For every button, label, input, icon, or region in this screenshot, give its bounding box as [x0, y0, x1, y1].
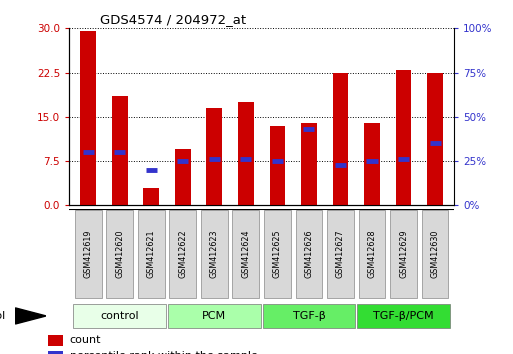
Text: PCM: PCM: [202, 311, 226, 321]
FancyBboxPatch shape: [169, 210, 196, 298]
Bar: [175, 149, 191, 205]
FancyBboxPatch shape: [75, 210, 102, 298]
Bar: [143, 188, 159, 205]
Text: GSM412619: GSM412619: [84, 230, 93, 278]
FancyBboxPatch shape: [106, 210, 133, 298]
FancyBboxPatch shape: [264, 210, 291, 298]
Bar: [112, 96, 128, 205]
FancyBboxPatch shape: [201, 210, 228, 298]
FancyBboxPatch shape: [73, 304, 166, 328]
Bar: [206, 108, 222, 205]
Polygon shape: [15, 308, 46, 324]
Text: TGF-β: TGF-β: [292, 311, 325, 321]
Text: GSM412622: GSM412622: [179, 230, 187, 278]
Bar: [427, 73, 443, 205]
Bar: [48, 351, 63, 354]
FancyBboxPatch shape: [295, 210, 322, 298]
Bar: [301, 123, 317, 205]
FancyBboxPatch shape: [263, 304, 356, 328]
Bar: [396, 70, 411, 205]
FancyBboxPatch shape: [359, 210, 385, 298]
FancyBboxPatch shape: [138, 210, 165, 298]
Text: GSM412628: GSM412628: [367, 230, 377, 278]
Text: GSM412626: GSM412626: [304, 230, 313, 278]
Text: percentile rank within the sample: percentile rank within the sample: [70, 351, 258, 354]
Text: protocol: protocol: [0, 311, 5, 321]
FancyBboxPatch shape: [232, 210, 259, 298]
Bar: [332, 73, 348, 205]
Bar: [48, 335, 63, 346]
Text: GSM412629: GSM412629: [399, 230, 408, 278]
FancyBboxPatch shape: [357, 304, 450, 328]
Text: count: count: [70, 335, 101, 346]
Text: GSM412630: GSM412630: [430, 230, 440, 278]
Text: TGF-β/PCM: TGF-β/PCM: [373, 311, 434, 321]
Text: GSM412620: GSM412620: [115, 230, 124, 278]
FancyBboxPatch shape: [422, 210, 448, 298]
Text: GSM412627: GSM412627: [336, 230, 345, 278]
Bar: [364, 123, 380, 205]
Text: GSM412621: GSM412621: [147, 230, 156, 278]
Bar: [269, 126, 285, 205]
FancyBboxPatch shape: [390, 210, 417, 298]
Text: GSM412623: GSM412623: [210, 230, 219, 278]
FancyBboxPatch shape: [327, 210, 354, 298]
Text: control: control: [101, 311, 139, 321]
Text: GSM412624: GSM412624: [241, 230, 250, 278]
Bar: [238, 102, 254, 205]
Text: GSM412625: GSM412625: [273, 230, 282, 278]
FancyBboxPatch shape: [168, 304, 261, 328]
Text: GDS4574 / 204972_at: GDS4574 / 204972_at: [100, 13, 246, 26]
Bar: [81, 31, 96, 205]
